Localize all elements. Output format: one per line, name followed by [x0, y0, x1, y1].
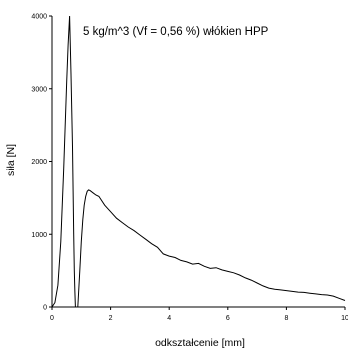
- x-tick-label: 0: [50, 315, 54, 322]
- y-tick-label: 1000: [31, 232, 47, 239]
- series-group: [51, 15, 346, 308]
- y-axis-label: siła [N]: [5, 144, 17, 176]
- y-tick-label: 0: [43, 305, 47, 312]
- x-tick-label: 2: [109, 315, 113, 322]
- y-tick-label: 4000: [31, 14, 47, 21]
- x-tick-label: 6: [226, 315, 230, 322]
- x-tick-label: 4: [167, 315, 171, 322]
- y-tick-label: 2000: [31, 159, 47, 166]
- x-tick-label: 8: [284, 315, 288, 322]
- y-tick-label: 3000: [31, 86, 47, 93]
- series-line: [51, 15, 346, 308]
- chart-title: 5 kg/m^3 (Vf = 0,56 %) włókien HPP: [83, 26, 269, 38]
- y-axis-ticks: 0 1000 2000 3000 4000: [31, 14, 52, 312]
- x-tick-label: 10: [341, 315, 348, 322]
- x-axis-label: odkształcenie [mm]: [155, 337, 245, 349]
- x-axis-ticks: 0 2 4 6 8 10: [50, 307, 348, 322]
